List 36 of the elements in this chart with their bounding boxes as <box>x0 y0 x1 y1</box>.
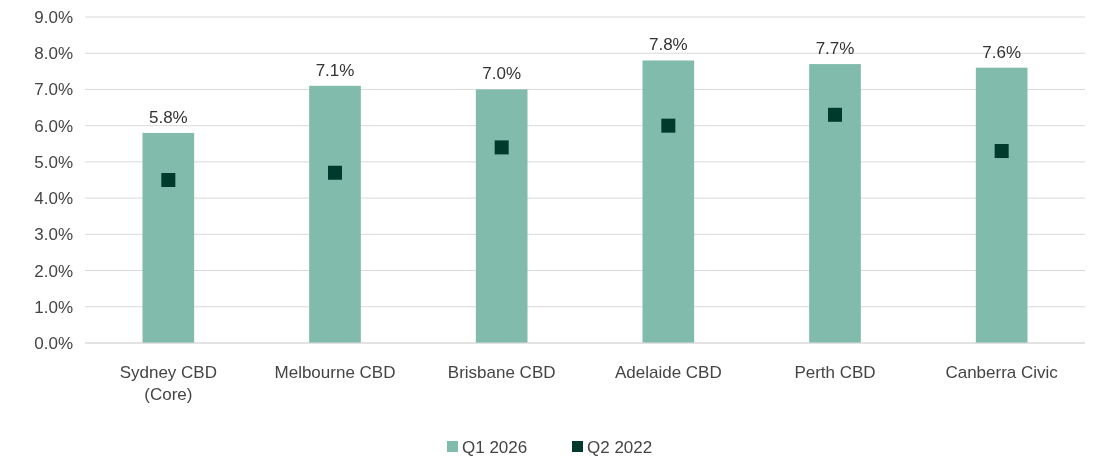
y-tick-label: 9.0% <box>34 7 73 27</box>
x-tick-label: Canberra Civic <box>945 363 1059 382</box>
bar <box>975 67 1028 343</box>
x-tick-label: Adelaide CBD <box>614 363 722 382</box>
y-tick-label: 5.0% <box>34 152 73 172</box>
x-tick-label: Perth CBD <box>794 363 876 382</box>
point <box>328 165 342 180</box>
bar <box>642 60 695 343</box>
y-tick-label: 6.0% <box>34 116 73 136</box>
data-label: 7.8% <box>648 35 688 55</box>
data-label: 7.7% <box>815 39 855 59</box>
legend-label: Q2 2022 <box>587 437 653 457</box>
x-tick-label: Sydney CBD (Core) <box>119 363 217 404</box>
bar <box>809 64 861 343</box>
bar <box>142 132 195 343</box>
bar <box>475 89 528 343</box>
y-tick-label: 1.0% <box>34 297 73 317</box>
x-tick-label: Brisbane CBD <box>447 363 556 382</box>
legend-label: Q1 2026 <box>462 437 528 457</box>
y-tick-label: 7.0% <box>34 80 73 100</box>
data-label: 7.1% <box>315 60 355 80</box>
y-tick-label: 3.0% <box>34 225 73 245</box>
data-label: 7.0% <box>482 64 522 84</box>
bar <box>309 85 361 343</box>
y-tick-label: 2.0% <box>34 261 73 281</box>
y-tick-label: 8.0% <box>34 44 73 64</box>
data-label: 7.6% <box>982 42 1022 62</box>
point <box>161 173 176 187</box>
point <box>494 140 509 155</box>
y-tick-label: 4.0% <box>34 189 73 209</box>
y-tick-label: 0.0% <box>34 333 73 353</box>
point <box>994 144 1009 159</box>
data-label: 5.8% <box>148 107 188 127</box>
point <box>828 107 842 122</box>
x-tick-label: Melbourne CBD <box>274 363 396 382</box>
point <box>661 118 676 133</box>
